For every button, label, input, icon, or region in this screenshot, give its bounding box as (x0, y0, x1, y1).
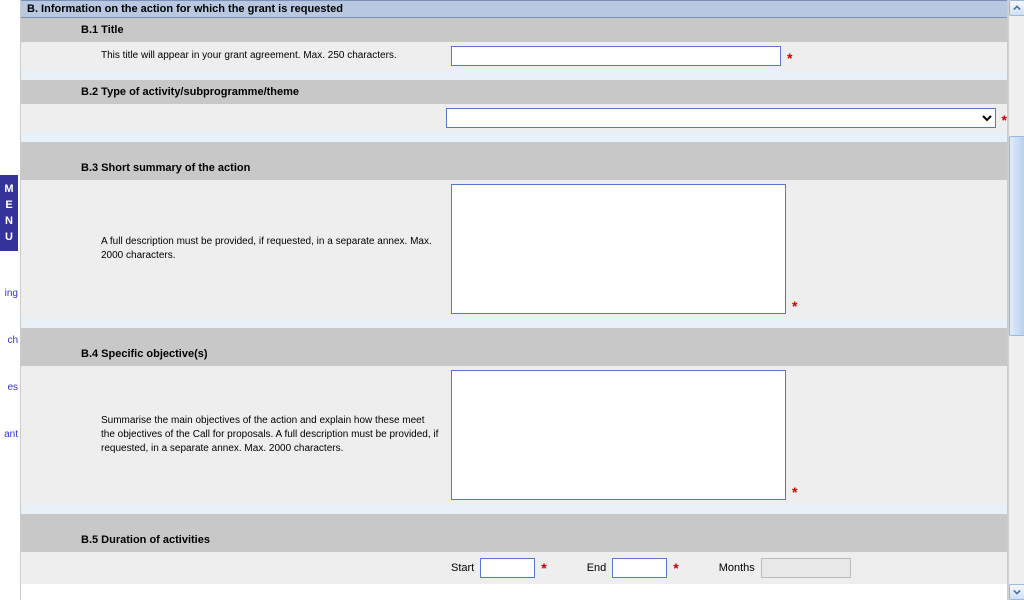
required-star-icon: * (787, 50, 792, 66)
b4-objectives-textarea[interactable] (451, 370, 786, 500)
nav-item-3[interactable]: es (0, 364, 20, 411)
menu-tab-n: N (0, 213, 18, 229)
spacer (21, 132, 1007, 142)
b5-row: Start * End * Months (21, 552, 1007, 584)
left-nav: ing ch es ant (0, 0, 20, 600)
scroll-thumb[interactable] (1009, 136, 1024, 336)
b3-row: A full description must be provided, if … (21, 180, 1007, 318)
required-star-icon: * (673, 560, 678, 576)
b2-row: * (21, 104, 1007, 132)
chevron-down-icon (1013, 588, 1021, 596)
b4-heading: B.4 Specific objective(s) (21, 342, 1007, 366)
required-star-icon: * (1002, 112, 1007, 128)
content-viewport: B. Information on the action for which t… (20, 0, 1008, 600)
b3-label: A full description must be provided, if … (21, 235, 451, 263)
b5-end-label: End (587, 562, 607, 574)
nav-item-1[interactable]: ing (0, 270, 20, 317)
nav-item-4[interactable]: ant (0, 411, 20, 458)
b1-label: This title will appear in your grant agr… (21, 49, 451, 63)
required-star-icon: * (792, 484, 797, 500)
b5-months-output (761, 558, 851, 578)
scrollbar-vertical[interactable] (1008, 0, 1024, 600)
menu-tab[interactable]: M E N U (0, 175, 18, 251)
b1-heading: B.1 Title (21, 18, 1007, 42)
spacer-grey (21, 514, 1007, 528)
b2-heading: B.2 Type of activity/subprogramme/theme (21, 80, 1007, 104)
spacer-grey (21, 328, 1007, 342)
b3-heading: B.3 Short summary of the action (21, 156, 1007, 180)
required-star-icon: * (541, 560, 546, 576)
b5-months-label: Months (719, 562, 755, 574)
b1-title-input[interactable] (451, 46, 781, 66)
scroll-down-button[interactable] (1009, 584, 1024, 600)
required-star-icon: * (792, 298, 797, 314)
b5-start-label: Start (451, 562, 474, 574)
nav-item-2[interactable]: ch (0, 317, 20, 364)
b3-summary-textarea[interactable] (451, 184, 786, 314)
b5-end-input[interactable] (612, 558, 667, 578)
b4-label: Summarise the main objectives of the act… (21, 414, 451, 456)
section-b-header: B. Information on the action for which t… (21, 0, 1007, 18)
spacer (21, 318, 1007, 328)
menu-tab-m: M (0, 181, 18, 197)
b5-heading: B.5 Duration of activities (21, 528, 1007, 552)
b2-activity-select[interactable] (446, 108, 996, 128)
b1-row: This title will appear in your grant agr… (21, 42, 1007, 70)
menu-tab-u: U (0, 229, 18, 245)
spacer-grey (21, 142, 1007, 156)
b5-start-input[interactable] (480, 558, 535, 578)
scroll-up-button[interactable] (1009, 0, 1024, 16)
chevron-up-icon (1013, 4, 1021, 12)
spacer (21, 70, 1007, 80)
menu-tab-e: E (0, 197, 18, 213)
spacer (21, 504, 1007, 514)
b4-row: Summarise the main objectives of the act… (21, 366, 1007, 504)
